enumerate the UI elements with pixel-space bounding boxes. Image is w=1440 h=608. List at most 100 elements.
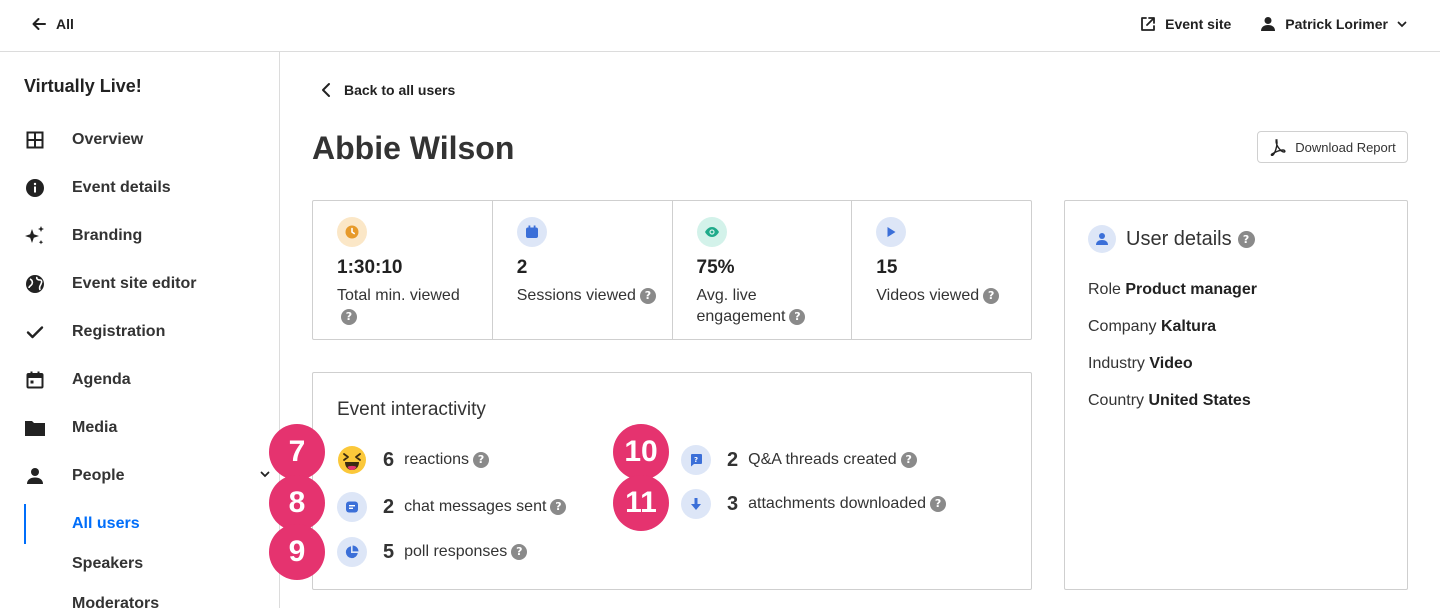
download-report-button[interactable]: Download Report (1257, 131, 1408, 163)
help-icon[interactable]: ? (983, 288, 1000, 304)
user-name: Patrick Lorimer (1285, 16, 1388, 32)
sidebar-item-label: Media (72, 419, 118, 436)
sidebar-subitem-label: Moderators (72, 595, 160, 608)
sidebar-item-event-site-editor[interactable]: Event site editor (0, 264, 279, 304)
event-site-label: Event site (1165, 16, 1232, 32)
calendar-icon (24, 369, 46, 391)
pie-icon (337, 537, 367, 567)
back-to-all-link[interactable]: All (30, 15, 74, 33)
detail-company: Company Kaltura (1088, 318, 1216, 336)
interactivity-value: 2 (383, 495, 395, 518)
top-bar: All Event site Patrick Lorimer (0, 0, 1440, 52)
sparkle-icon (24, 225, 46, 247)
interactivity-label: Q&A threads created (748, 451, 897, 468)
detail-key: Industry (1088, 355, 1145, 372)
sidebar-item-event-details[interactable]: Event details (0, 168, 279, 208)
user-icon (1088, 225, 1116, 253)
detail-key: Company (1088, 318, 1157, 335)
chat-icon (337, 492, 367, 522)
stat-value: 1:30:10 (337, 257, 403, 278)
svg-text:?: ? (694, 456, 698, 464)
interactivity-value: 5 (383, 540, 395, 563)
sidebar-item-media[interactable]: Media (0, 408, 279, 448)
help-icon[interactable]: ? (1237, 230, 1255, 248)
callout-badge: 11 (613, 475, 669, 531)
help-icon[interactable]: ? (341, 309, 357, 325)
interactivity-qa-threads: ? 2 Q&A threads created? (681, 445, 917, 475)
sidebar-item-label: Registration (72, 323, 166, 340)
back-to-all-users-label: Back to all users (344, 82, 456, 98)
interactivity-reactions: 6 reactions? (337, 445, 490, 475)
play-icon (876, 217, 907, 247)
detail-key: Country (1088, 392, 1145, 409)
help-icon[interactable]: ? (473, 452, 490, 468)
download-arrow-icon (681, 489, 711, 519)
detail-value: Video (1149, 355, 1193, 372)
user-details-panel: User details ? Role Product manager Comp… (1064, 200, 1408, 590)
help-icon[interactable]: ? (789, 309, 806, 325)
help-icon[interactable]: ? (639, 288, 656, 304)
laughing-emoji-icon (337, 445, 367, 475)
chevron-down-icon (1397, 21, 1407, 28)
interactivity-chat-messages: 2 chat messages sent? (337, 492, 567, 522)
sidebar-subitem-speakers[interactable]: Speakers (0, 544, 279, 584)
stat-label: Videos viewed (876, 287, 980, 304)
callout-badge: 7 (269, 424, 325, 480)
sidebar: Virtually Live! Overview Event details B… (0, 52, 280, 608)
clock-icon (337, 217, 367, 247)
sidebar-item-label: Event site editor (72, 275, 197, 292)
back-to-all-label: All (56, 16, 74, 32)
person-icon (24, 465, 46, 487)
stat-label: Sessions viewed (516, 287, 636, 304)
arrow-left-icon (32, 18, 46, 30)
back-to-all-users-link[interactable]: Back to all users (320, 82, 455, 98)
chevron-down-icon (260, 471, 270, 478)
detail-value: United States (1148, 392, 1251, 409)
stat-label: Total min. viewed (337, 287, 460, 304)
help-icon[interactable]: ? (930, 496, 947, 512)
sidebar-subitem-moderators[interactable]: Moderators (0, 584, 279, 608)
interactivity-value: 6 (383, 448, 395, 471)
sidebar-subitem-label: All users (72, 515, 140, 532)
sidebar-item-registration[interactable]: Registration (0, 312, 279, 352)
stat-videos-viewed: 15 Videos viewed? (852, 201, 1031, 339)
stat-total-min-viewed: 1:30:10 Total min. viewed? (313, 201, 493, 339)
download-report-label: Download Report (1295, 139, 1396, 155)
help-icon[interactable]: ? (900, 452, 917, 468)
eye-icon (696, 217, 727, 247)
help-icon[interactable]: ? (511, 544, 528, 560)
detail-value: Kaltura (1160, 318, 1217, 335)
user-menu[interactable]: Patrick Lorimer (1259, 15, 1408, 33)
stats-panel: 1:30:10 Total min. viewed? 2 Sessions vi… (312, 200, 1032, 340)
interactivity-label: chat messages sent (404, 498, 547, 515)
interactivity-value: 3 (727, 492, 739, 515)
detail-role: Role Product manager (1088, 281, 1257, 299)
stat-value: 15 (876, 257, 898, 278)
interactivity-label: reactions (404, 451, 470, 468)
interactivity-poll-responses: 5 poll responses? (337, 537, 528, 567)
sidebar-item-agenda[interactable]: Agenda (0, 360, 279, 400)
page-title: Abbie Wilson (312, 130, 515, 166)
sidebar-item-overview[interactable]: Overview (0, 120, 279, 160)
detail-value: Product manager (1125, 281, 1257, 298)
detail-country: Country United States (1088, 392, 1251, 410)
sidebar-item-people[interactable]: People (0, 456, 279, 496)
stat-value: 75% (696, 257, 735, 278)
callout-badge: 10 (613, 424, 669, 480)
stat-avg-live-engagement: 75% Avg. live engagement? (673, 201, 853, 339)
user-icon (1261, 17, 1276, 31)
event-interactivity-panel: Event interactivity 6 reactions? 2 chat … (312, 372, 1032, 590)
chevron-left-icon (322, 83, 330, 97)
event-site-link[interactable]: Event site (1139, 15, 1231, 33)
qa-icon: ? (681, 445, 711, 475)
callout-badge: 9 (269, 524, 325, 580)
help-icon[interactable]: ? (550, 499, 567, 515)
sidebar-item-label: Branding (72, 227, 143, 244)
calendar-icon (516, 217, 547, 247)
globe-icon (24, 273, 46, 295)
sidebar-subitem-all-users[interactable]: All users (0, 504, 279, 544)
sidebar-item-label: People (72, 467, 125, 484)
sidebar-item-branding[interactable]: Branding (0, 216, 279, 256)
check-icon (24, 321, 46, 343)
grid-icon (24, 129, 46, 151)
